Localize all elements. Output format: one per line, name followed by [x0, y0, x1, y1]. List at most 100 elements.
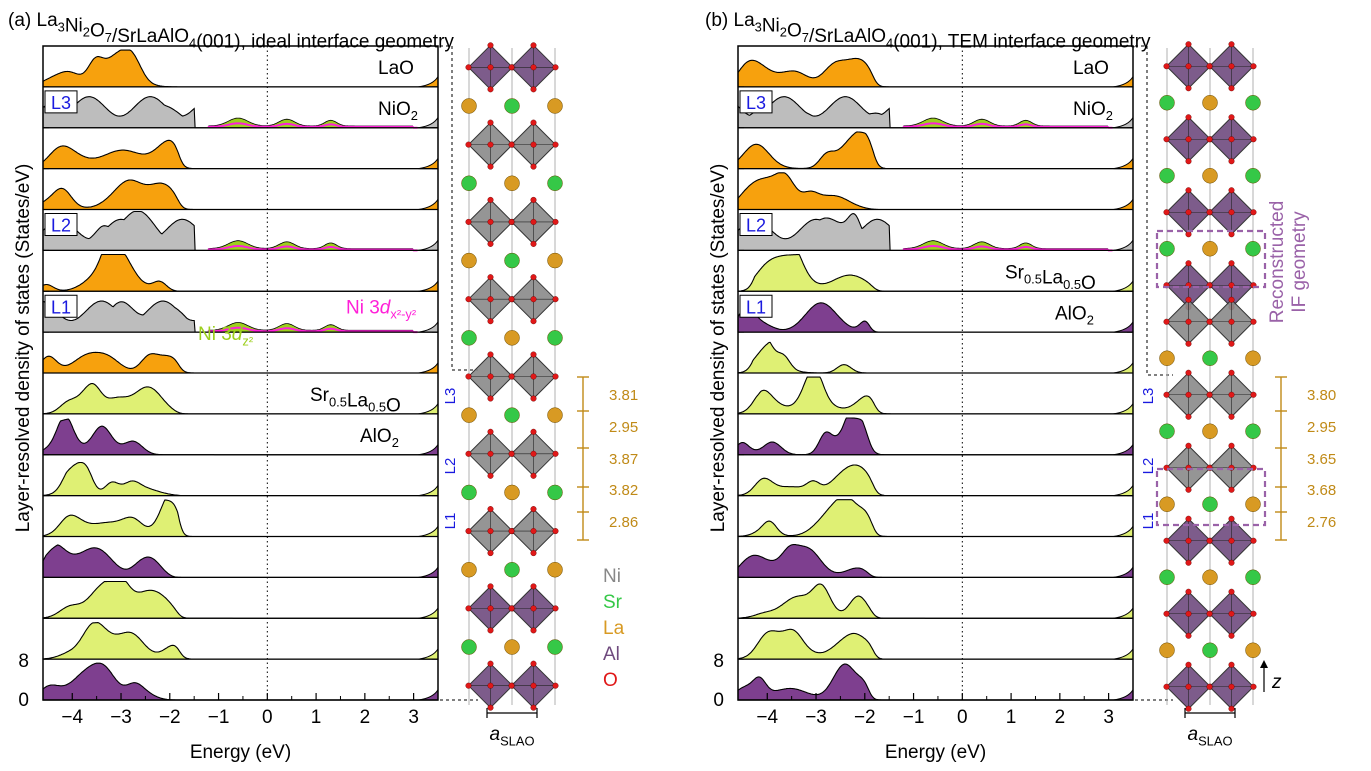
dos-tail	[1113, 360, 1134, 374]
y-tick-label: 0	[713, 690, 724, 711]
oxygen-atom	[1185, 158, 1192, 165]
ni-dx2y2-curve	[902, 122, 1113, 129]
dos-area-AlO2	[737, 417, 1134, 456]
dos-row	[737, 583, 1134, 619]
oxygen-atom	[487, 86, 494, 93]
species-legend-Ni: Ni	[603, 566, 621, 587]
oxygen-atom	[465, 218, 472, 225]
l-box-label: L1	[51, 297, 71, 317]
oxygen-atom	[530, 704, 537, 711]
oxygen-atom	[1185, 231, 1192, 238]
oxygen-atom	[465, 528, 472, 535]
oxygen-atom	[1163, 209, 1170, 216]
oxygen-atom	[487, 163, 494, 170]
oxygen-atom	[1185, 85, 1192, 92]
side-label: L1	[1140, 513, 1157, 530]
ni-dx2y2-curve	[207, 326, 418, 334]
oxygen-atom	[1228, 187, 1235, 194]
dos-row	[737, 213, 1134, 252]
oxygen-atom	[1228, 442, 1235, 449]
dos-row	[42, 351, 439, 374]
oxygen-atom	[530, 163, 537, 170]
oxygen-atom	[1163, 391, 1170, 398]
oxygen-atom	[552, 218, 559, 225]
layer-label-SrLaO: Sr0.5La0.5O	[1005, 262, 1096, 294]
oxygen-atom	[1185, 340, 1192, 347]
dos-row	[737, 663, 1134, 701]
atom-center	[1202, 168, 1218, 184]
dos-row	[42, 383, 439, 415]
dos-row	[42, 179, 439, 211]
atom-edge	[1245, 496, 1261, 512]
oxygen-atom	[530, 660, 537, 667]
oxygen-atom	[508, 296, 515, 303]
oxygen-atom	[487, 450, 494, 457]
oxygen-atom	[1228, 260, 1235, 267]
ni-dx2y2-curve	[207, 122, 418, 129]
atom-center	[1202, 642, 1218, 658]
oxygen-atom	[487, 373, 494, 380]
oxygen-atom	[508, 605, 515, 612]
oxygen-atom	[508, 373, 515, 380]
dos-area-SrLaO	[737, 341, 1133, 374]
oxygen-atom	[530, 605, 537, 612]
oxygen-atom	[1185, 296, 1192, 303]
legend-ni-dx2y2: Ni 3dx²-y²	[346, 297, 417, 321]
layer-label-LaO: LaO	[378, 58, 414, 79]
oxygen-atom	[1228, 41, 1235, 48]
atom-edge	[461, 639, 477, 655]
oxygen-atom	[1228, 369, 1235, 376]
dos-tail	[418, 524, 439, 537]
oxygen-atom	[530, 472, 537, 479]
oxygen-atom	[487, 64, 494, 71]
dos-tail	[1113, 401, 1134, 415]
distance-value: 2.95	[609, 419, 638, 436]
oxygen-atom	[1228, 136, 1235, 143]
oxygen-atom	[530, 42, 537, 49]
oxygen-atom	[508, 218, 515, 225]
oxygen-atom	[1163, 537, 1170, 544]
distance-value: 3.81	[609, 387, 638, 404]
dos-tail	[418, 238, 439, 251]
oxygen-atom	[1185, 537, 1192, 544]
dos-area-SrLaO	[737, 376, 1134, 415]
y-tick-label: 8	[18, 651, 29, 672]
oxygen-atom	[1163, 63, 1170, 70]
oxygen-atom	[487, 196, 494, 203]
dos-row	[737, 302, 1134, 333]
oxygen-atom	[1228, 413, 1235, 420]
panel-b: (b) La3Ni2O7/SrLaAlO4(001), TEM interfac…	[705, 10, 1151, 763]
oxygen-atom	[530, 627, 537, 634]
oxygen-atom	[1250, 610, 1257, 617]
oxygen-atom	[465, 605, 472, 612]
dos-area-SrLaO	[737, 583, 1134, 619]
oxygen-atom	[1228, 340, 1235, 347]
oxygen-atom	[1163, 683, 1170, 690]
structure-a: aSLAO L3 L2 L1 3.81 2.95 3.87 3.82 2.86 Ni Sr La Al O	[440, 42, 638, 748]
x-tick-label: 3	[1103, 707, 1114, 728]
dos-row	[42, 622, 439, 660]
oxygen-atom	[530, 196, 537, 203]
oxygen-atom	[530, 583, 537, 590]
dos-tail	[418, 320, 439, 333]
oxygen-atom	[552, 141, 559, 148]
oxygen-atom	[487, 428, 494, 435]
atom-center	[504, 484, 520, 501]
oxygen-atom	[1228, 705, 1235, 712]
atom-edge	[461, 330, 477, 346]
oxygen-atom	[1250, 318, 1257, 325]
l-box-label: L1	[746, 297, 766, 317]
l-box-label: L3	[51, 93, 71, 113]
atom-center	[504, 330, 520, 346]
x-tick-label: 3	[408, 707, 419, 728]
guide-dashed	[440, 45, 478, 371]
oxygen-atom	[1206, 136, 1213, 143]
x-tick-label: −1	[903, 707, 925, 728]
oxygen-atom	[1185, 683, 1192, 690]
l-box-label: L3	[746, 93, 766, 113]
dos-row	[42, 210, 439, 252]
y-axis-label: Layer-resolved density of states (States…	[708, 164, 729, 533]
species-legend-O: O	[603, 670, 618, 691]
dos-area-SrLaO	[737, 464, 1134, 497]
dos-area-LaO	[42, 139, 439, 170]
